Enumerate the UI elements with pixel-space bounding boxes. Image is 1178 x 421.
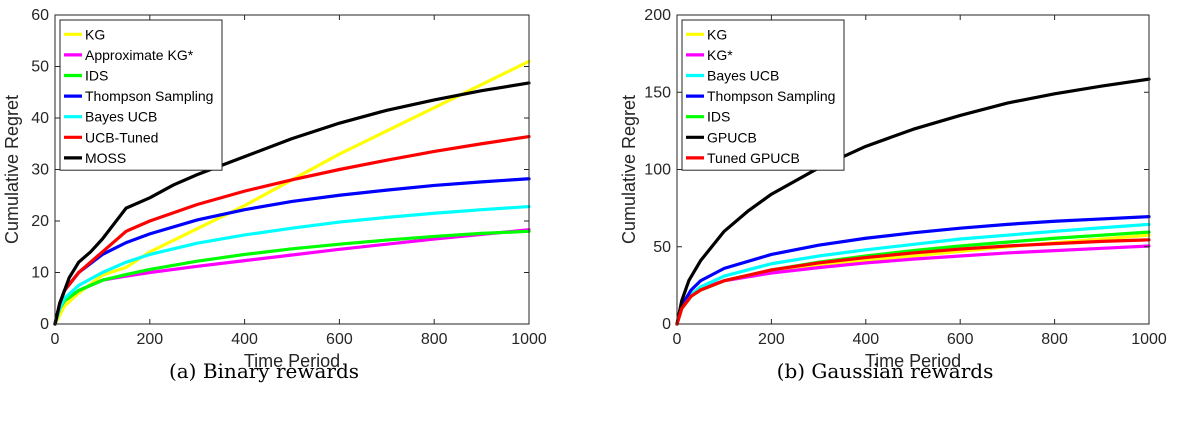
y-tick-label: 10 — [31, 265, 49, 282]
chart-1: 0 200 400 600 800 1000 0 10 20 30 40 50 60 Time Perio… — [2, 7, 547, 383]
x-tick-label: 800 — [1041, 331, 1068, 348]
legend-entry: KG — [85, 26, 105, 42]
legend-box — [681, 19, 845, 171]
legend-entry: MOSS — [85, 150, 126, 166]
x-tick-label: 400 — [231, 331, 258, 348]
series-line-tuned-gpucb — [675, 238, 1151, 326]
legend-entry: UCB-Tuned — [85, 129, 158, 145]
legend-entry: GPUCB — [707, 129, 757, 145]
legend-box — [59, 19, 223, 171]
legend: KG Approximate KG* IDS Thompson Sampling Bay… — [59, 19, 223, 171]
y-tick-label: 0 — [40, 316, 49, 333]
series-line-thompson-sampling — [675, 215, 1151, 326]
legend-entry: Thompson Sampling — [707, 88, 835, 104]
x-tick-label: 600 — [326, 331, 353, 348]
legend-entry: Tuned GPUCB — [707, 150, 800, 166]
legend-entry: Bayes UCB — [85, 109, 157, 125]
series-line-ucb-tuned — [53, 134, 531, 326]
y-axis-label: Cumulative Regret — [619, 95, 639, 244]
x-tick-label: 200 — [136, 331, 163, 348]
legend-entry: Bayes UCB — [707, 68, 779, 84]
x-axis-label: Time Period — [244, 351, 340, 371]
x-tick-label: 400 — [852, 331, 879, 348]
legend-entry: KG* — [707, 47, 733, 63]
x-tick-label: 800 — [421, 331, 448, 348]
legend-entry: IDS — [707, 109, 730, 125]
x-tick-label: 0 — [673, 331, 682, 348]
figure-caption: (a) Binary rewards — [169, 359, 359, 383]
y-tick-label: 50 — [31, 59, 49, 76]
x-tick-label: 600 — [947, 331, 974, 348]
x-tick-label: 1000 — [511, 331, 547, 348]
x-axis-label: Time Period — [865, 351, 961, 371]
y-tick-label: 200 — [644, 7, 671, 24]
x-tick-label: 0 — [51, 331, 60, 348]
y-tick-label: 0 — [662, 316, 671, 333]
legend-entry: IDS — [85, 68, 108, 84]
y-tick-label: 50 — [653, 239, 671, 256]
y-tick-label: 30 — [31, 162, 49, 179]
legend-entry: KG — [707, 26, 727, 42]
y-tick-label: 20 — [31, 213, 49, 230]
figure-caption: (b) Gaussian rewards — [777, 359, 994, 383]
legend-entry: Thompson Sampling — [85, 88, 213, 104]
legend-entry: Approximate KG* — [85, 47, 194, 63]
legend: KG KG* Bayes UCB Thompson Sampling IDS GPUCB T… — [681, 19, 845, 171]
x-tick-label: 200 — [758, 331, 785, 348]
series-line-bayes-ucb — [53, 204, 531, 326]
y-tick-label: 100 — [644, 162, 671, 179]
x-tick-label: 1000 — [1131, 331, 1167, 348]
series-line-moss — [53, 81, 531, 326]
y-tick-label: 60 — [31, 7, 49, 24]
y-tick-label: 150 — [644, 84, 671, 101]
y-tick-label: 40 — [31, 110, 49, 127]
chart-2: 0 200 400 600 800 1000 0 50 100 150 200 Time Period… — [619, 7, 1167, 383]
y-axis-label: Cumulative Regret — [2, 95, 22, 244]
series-line-ids — [53, 229, 531, 326]
